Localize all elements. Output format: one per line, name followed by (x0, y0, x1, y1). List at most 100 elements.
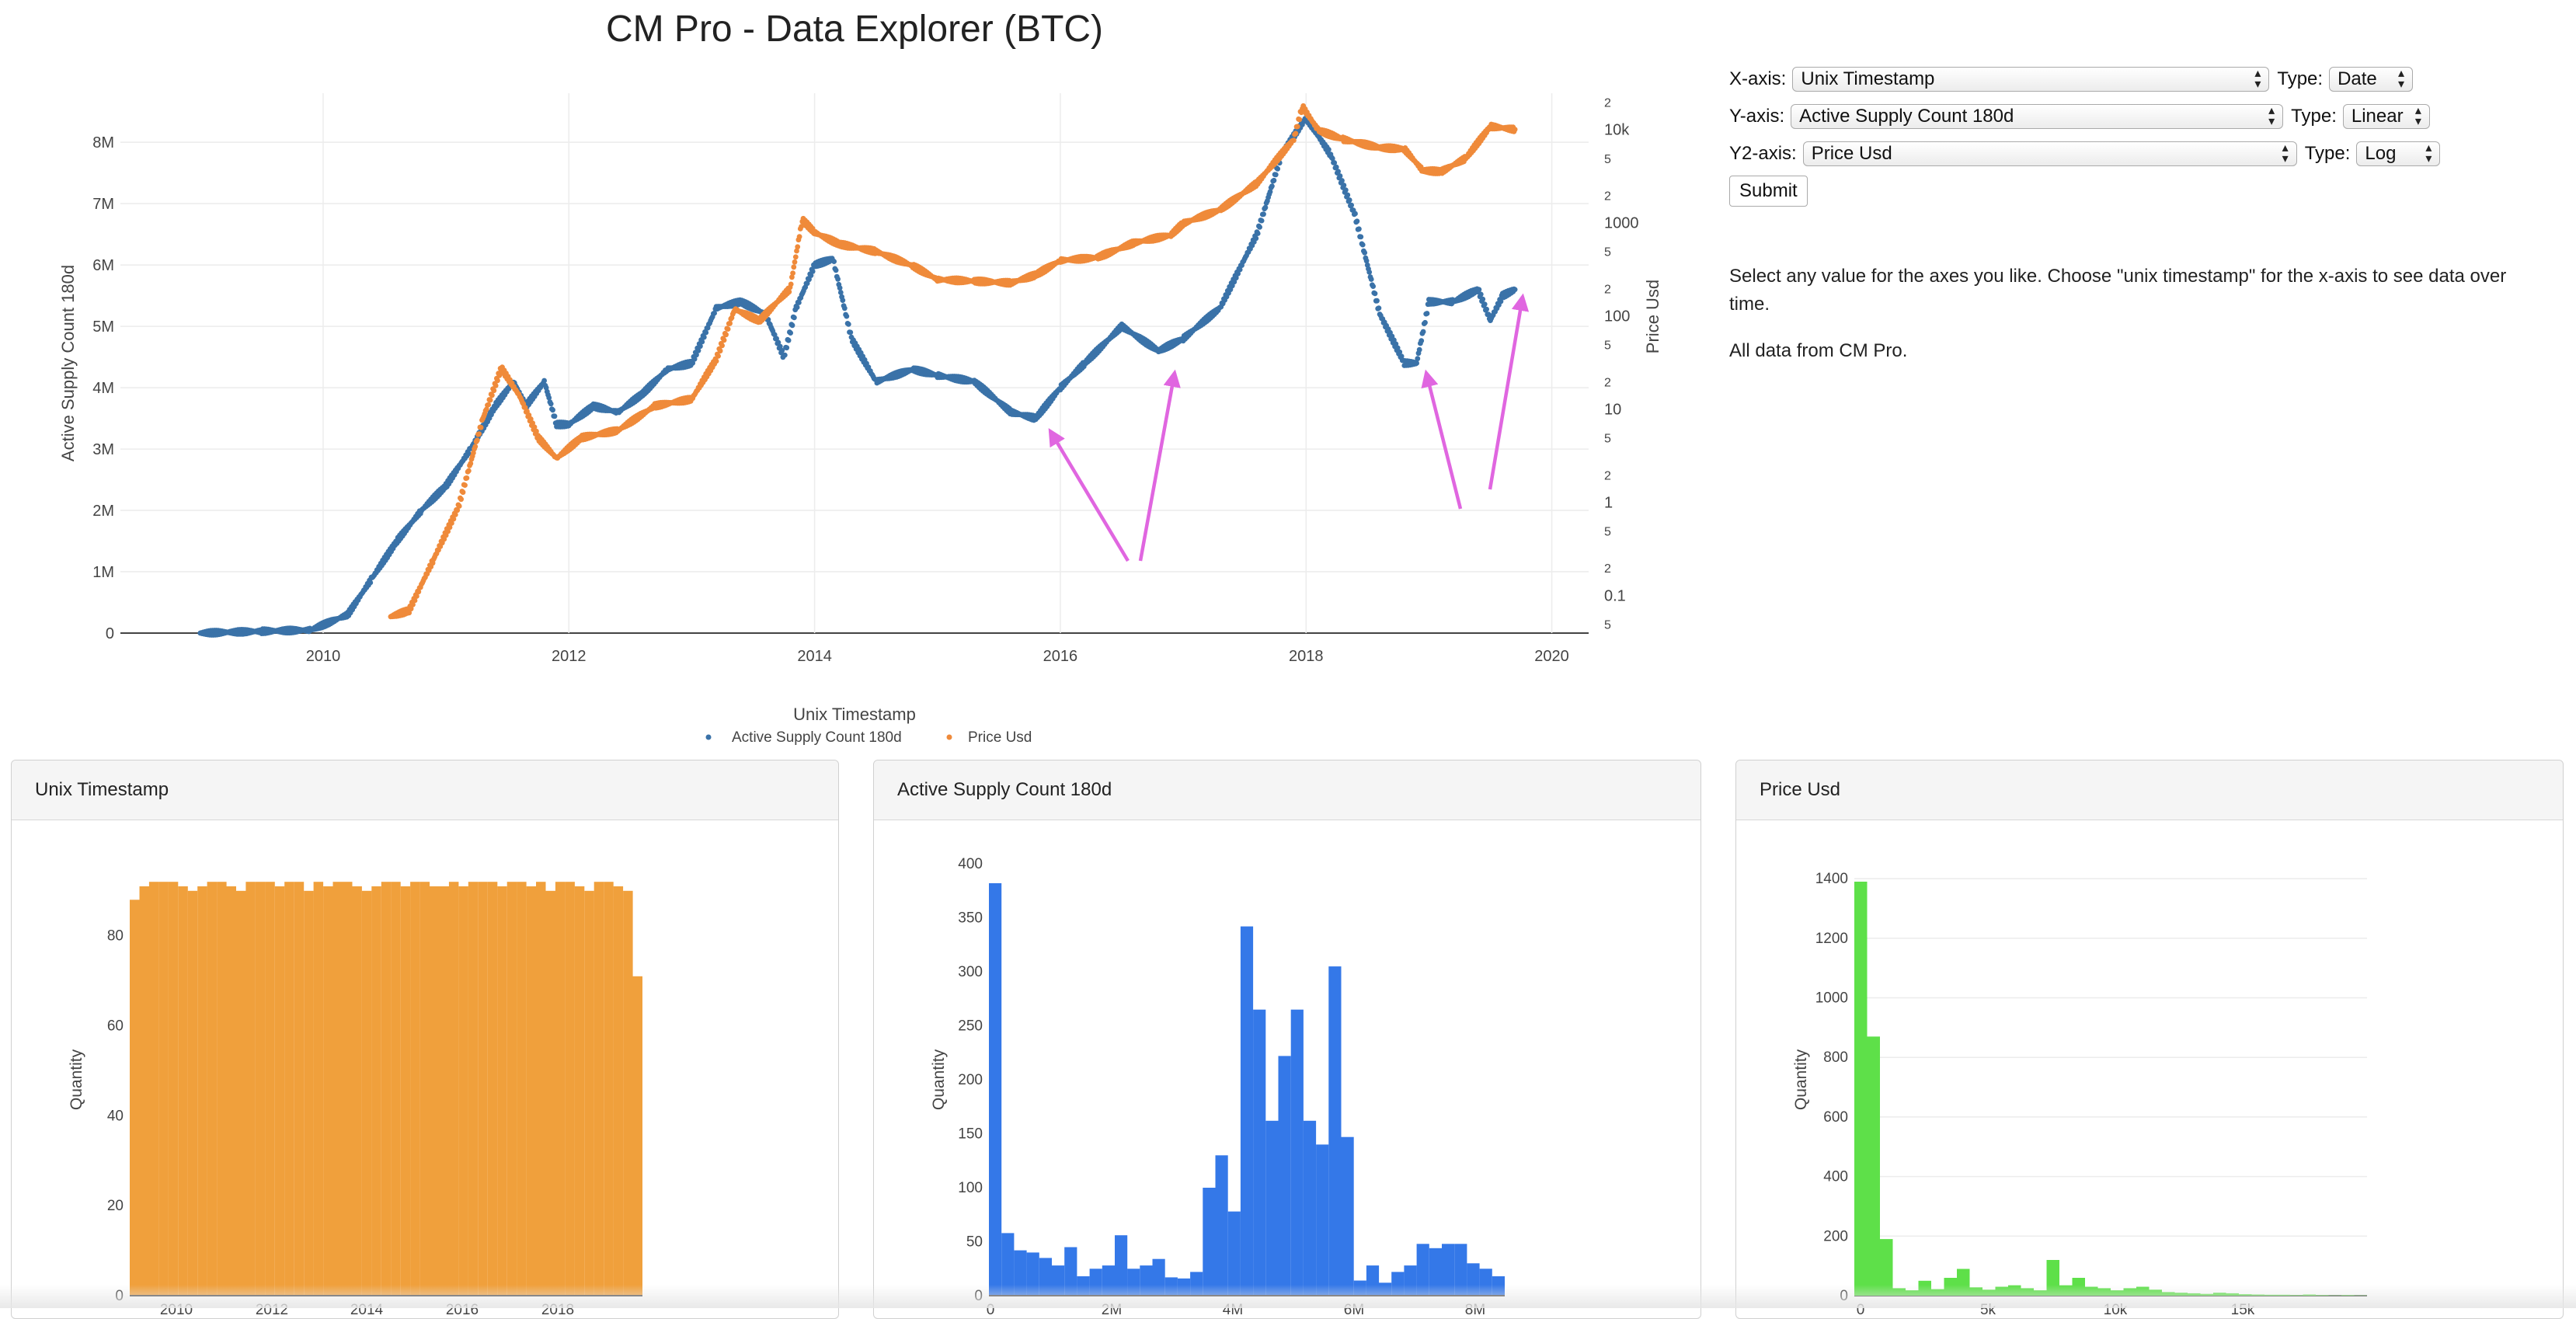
active-supply-point (810, 269, 816, 274)
active-supply-point (1338, 173, 1343, 179)
price-usd-point (723, 332, 729, 337)
y2-axis-type-select[interactable]: Log ▴▾ (2356, 141, 2440, 166)
histogram-bar (245, 882, 256, 1296)
legend-label-price-usd: Price Usd (968, 729, 1032, 746)
histogram-active-supply[interactable]: 05010015020025030035040002M4M6M8MQuantit… (874, 820, 1701, 1317)
price-usd-point (715, 353, 721, 359)
histogram-bar (468, 882, 479, 1296)
histogram-bar (1228, 1212, 1241, 1296)
price-usd-point (461, 489, 466, 495)
select-arrows-icon: ▴▾ (2425, 143, 2432, 165)
active-supply-point (1349, 203, 1354, 208)
price-usd-point (1297, 117, 1302, 123)
active-supply-point (1369, 277, 1374, 282)
y-tick-label: 1M (92, 564, 114, 581)
histogram-bar (371, 886, 381, 1296)
histogram-bar (314, 882, 324, 1296)
y-tick-label: 350 (958, 910, 983, 927)
histogram-bar (575, 886, 585, 1296)
y2-tick-label: 5 (1604, 153, 1611, 166)
histogram-bar (614, 886, 624, 1296)
histogram-bar (294, 882, 305, 1296)
active-supply-point (790, 322, 795, 328)
histogram-bar (594, 882, 604, 1296)
histogram-bar (188, 891, 198, 1296)
page-title: CM Pro - Data Explorer (BTC) (0, 8, 1709, 50)
y2-axis-select[interactable]: Price Usd ▴▾ (1803, 141, 2297, 166)
active-supply-point (846, 322, 851, 327)
y2-tick-label: 5 (1604, 339, 1611, 353)
price-usd-point (714, 359, 719, 364)
histogram-bar (527, 886, 537, 1296)
x-axis-type-label: Type: (2277, 68, 2323, 90)
active-supply-point (1355, 218, 1360, 224)
active-supply-point (1484, 307, 1489, 312)
active-supply-point (1422, 320, 1428, 325)
active-supply-point (848, 330, 853, 336)
price-usd-point (719, 343, 725, 349)
x-tick-label: 2014 (797, 648, 832, 665)
x-axis-type-value: Date (2338, 68, 2377, 90)
x-tick-label: 2012 (552, 648, 587, 665)
histogram-bar (391, 882, 401, 1296)
y-axis-select[interactable]: Active Supply Count 180d ▴▾ (1791, 104, 2283, 129)
histogram-bar (536, 882, 546, 1296)
histogram-bar (989, 883, 1001, 1296)
price-usd-point (793, 254, 799, 259)
price-usd-point (726, 326, 731, 332)
active-supply-point (1480, 297, 1485, 302)
y-axis-type-select[interactable]: Linear ▴▾ (2343, 104, 2430, 129)
histogram-timestamp[interactable]: 02040608020102012201420162018Quantity (12, 820, 838, 1317)
x-axis-select[interactable]: Unix Timestamp ▴▾ (1792, 67, 2269, 92)
histogram-panel-active-supply: Active Supply Count 180d 050100150200250… (873, 760, 1701, 1319)
y-axis-select-value: Active Supply Count 180d (1799, 106, 2014, 127)
histogram-bar (565, 882, 575, 1296)
y-tick-label: 800 (1823, 1049, 1848, 1066)
x-tick-label: 2010 (306, 648, 341, 665)
active-supply-point (1513, 287, 1518, 292)
x-tick-label: 2016 (1043, 648, 1078, 665)
y2-tick-label: 2 (1604, 469, 1611, 482)
active-supply-point (1362, 250, 1367, 256)
price-usd-point (489, 393, 495, 398)
price-usd-point (790, 270, 795, 276)
histogram-bar (517, 882, 527, 1296)
x-axis-label: X-axis: (1729, 68, 1786, 90)
submit-button[interactable]: Submit (1729, 176, 1808, 207)
price-usd-point (1293, 131, 1299, 136)
active-supply-point (1255, 231, 1261, 236)
histogram-bar (265, 882, 275, 1296)
x-axis-type-select[interactable]: Date ▴▾ (2329, 67, 2413, 92)
y2-tick-label: 1 (1604, 494, 1613, 511)
y-tick-label: 100 (958, 1180, 983, 1196)
histogram-bar (458, 886, 468, 1296)
y-tick-label: 7M (92, 196, 114, 213)
active-supply-point (1352, 211, 1358, 217)
histogram-bar (178, 886, 188, 1296)
histogram-bar (449, 882, 459, 1296)
histogram-bar (1203, 1188, 1215, 1296)
y-tick-label: 150 (958, 1126, 983, 1143)
price-usd-point (468, 461, 473, 466)
y2-tick-label: 1000 (1604, 215, 1639, 232)
active-supply-point (788, 330, 793, 336)
active-supply-point (1358, 235, 1363, 240)
y-tick-label: 1400 (1815, 871, 1848, 887)
price-usd-point (493, 383, 499, 388)
histogram-bar (304, 891, 314, 1296)
y-tick-label: 600 (1823, 1109, 1848, 1126)
histogram-price[interactable]: 020040060080010001200140005k10k15kQuanti… (1736, 820, 2563, 1317)
y2-tick-label: 2 (1604, 190, 1611, 204)
price-usd-point (1291, 137, 1297, 143)
price-usd-point (486, 402, 491, 408)
y2-tick-label: 5 (1604, 525, 1611, 538)
active-supply-point (1421, 329, 1426, 335)
histogram-bar (275, 886, 285, 1296)
histogram-bar (410, 882, 420, 1296)
active-supply-point (1261, 211, 1266, 217)
select-arrows-icon: ▴▾ (2415, 106, 2421, 127)
price-usd-point (495, 378, 500, 384)
histogram-bar (1304, 1121, 1316, 1296)
active-supply-point (1269, 183, 1275, 189)
